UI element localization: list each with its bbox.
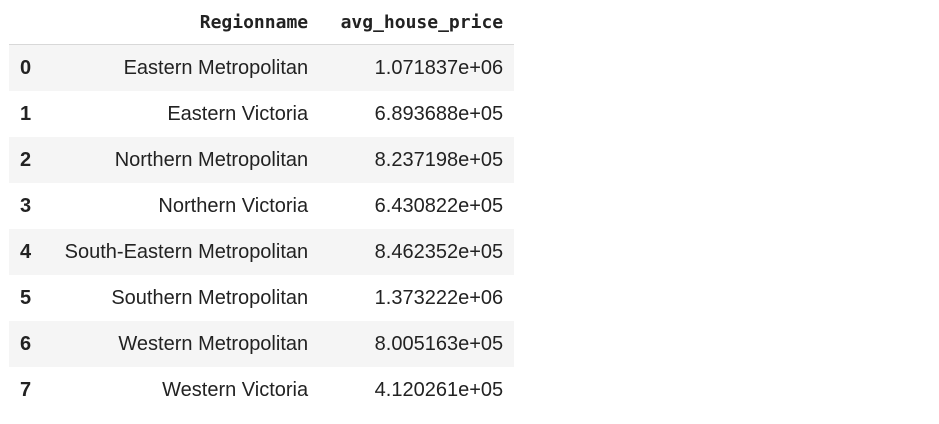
avg-house-price-cell: 1.071837e+06	[374, 56, 504, 79]
index-header	[9, 0, 43, 45]
dataframe-table: Regionname avg_house_price 0 Eastern Met…	[9, 0, 515, 413]
table-row: 4 South-Eastern Metropolitan 8.462352e+0…	[9, 229, 515, 275]
table-row: 7 Western Victoria 4.120261e+05	[9, 367, 515, 413]
row-index: 7	[20, 378, 32, 401]
row-index: 2	[20, 148, 32, 171]
table-row: 2 Northern Metropolitan 8.237198e+05	[9, 137, 515, 183]
row-index: 0	[20, 56, 32, 79]
avg-house-price-cell: 8.462352e+05	[374, 240, 504, 263]
header-row: Regionname avg_house_price	[9, 0, 515, 45]
row-index: 3	[20, 194, 32, 217]
region-name-cell: Southern Metropolitan	[111, 286, 309, 309]
avg-house-price-cell: 4.120261e+05	[374, 378, 504, 401]
region-name-cell: Northern Victoria	[158, 194, 309, 217]
table-row: 1 Eastern Victoria 6.893688e+05	[9, 91, 515, 137]
avg-house-price-cell: 8.005163e+05	[374, 332, 504, 355]
table-row: 6 Western Metropolitan 8.005163e+05	[9, 321, 515, 367]
region-name-cell: South-Eastern Metropolitan	[64, 240, 309, 263]
table-row: 3 Northern Victoria 6.430822e+05	[9, 183, 515, 229]
row-index: 6	[20, 332, 32, 355]
avg-house-price-cell: 1.373222e+06	[374, 286, 504, 309]
region-name-cell: Northern Metropolitan	[114, 148, 309, 171]
region-name-cell: Eastern Victoria	[167, 102, 309, 125]
region-name-cell: Western Metropolitan	[118, 332, 309, 355]
region-name-cell: Eastern Metropolitan	[123, 56, 309, 79]
region-name-cell: Western Victoria	[162, 378, 309, 401]
row-index: 5	[20, 286, 32, 309]
avg-house-price-cell: 6.430822e+05	[374, 194, 504, 217]
table-row: 5 Southern Metropolitan 1.373222e+06	[9, 275, 515, 321]
avg-house-price-cell: 6.893688e+05	[374, 102, 504, 125]
column-header-avg-house-price: avg_house_price	[319, 0, 515, 45]
table-body: 0 Eastern Metropolitan 1.071837e+06 1 Ea…	[9, 44, 515, 413]
row-index: 4	[20, 240, 32, 263]
row-index: 1	[20, 102, 32, 125]
table-header: Regionname avg_house_price	[9, 0, 515, 45]
column-header-regionname: Regionname	[42, 0, 320, 45]
avg-house-price-cell: 8.237198e+05	[374, 148, 504, 171]
table-row: 0 Eastern Metropolitan 1.071837e+06	[9, 44, 515, 91]
